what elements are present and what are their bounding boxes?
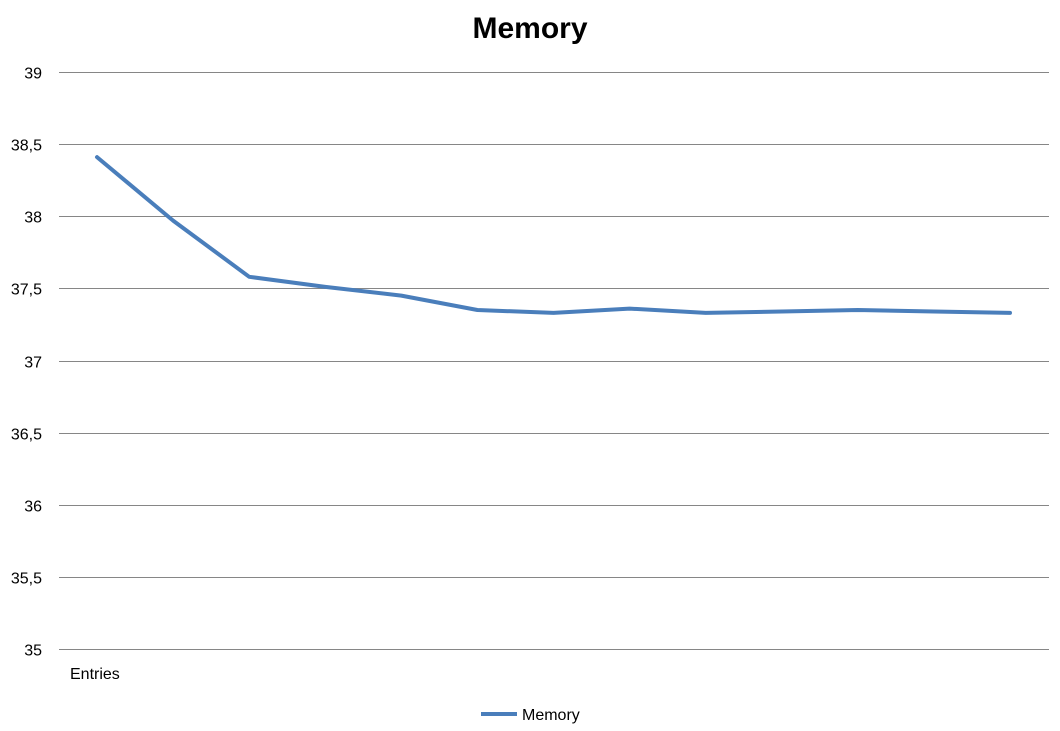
y-tick-label: 38 <box>24 210 42 227</box>
y-tick-label: 38,5 <box>11 138 42 155</box>
legend: Memory <box>481 707 580 724</box>
x-axis-label: Entries <box>70 666 120 683</box>
y-tick-label: 35 <box>24 643 42 660</box>
series-layer <box>95 155 1012 315</box>
y-tick-label: 36,5 <box>11 427 42 444</box>
y-axis-tick-labels: 35 35,5 36 36,5 37 37,5 38 38,5 39 <box>11 66 42 660</box>
chart-title: Memory <box>472 12 587 45</box>
y-tick-label: 37,5 <box>11 282 42 299</box>
y-tick-label: 36 <box>24 499 42 516</box>
y-tick-label: 37 <box>24 355 42 372</box>
y-tick-label: 39 <box>24 66 42 83</box>
series-line-memory <box>95 155 1012 315</box>
legend-label-memory: Memory <box>522 707 580 724</box>
gridlines <box>59 72 1049 650</box>
y-tick-label: 35,5 <box>11 571 42 588</box>
x-axis-labels: Entries <box>70 666 120 683</box>
